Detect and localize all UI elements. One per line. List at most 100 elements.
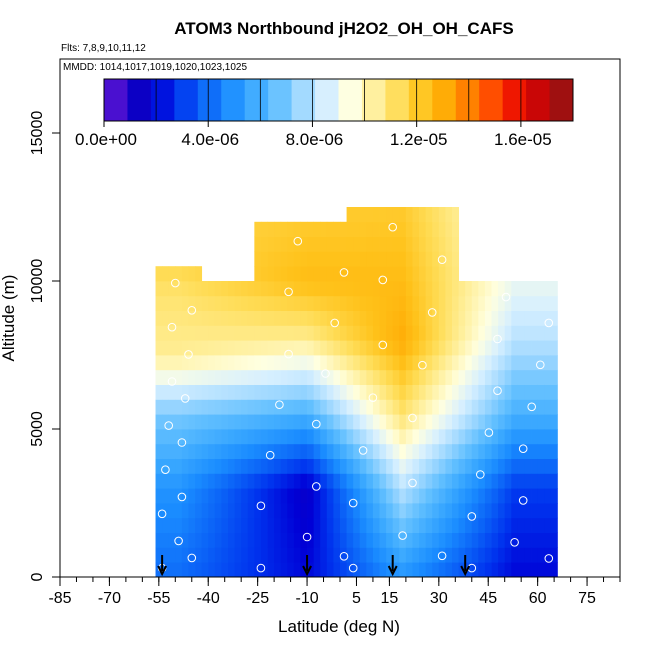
heatmap-cell [326, 547, 334, 563]
observation-point [536, 360, 545, 370]
heatmap-cell [175, 340, 183, 356]
heatmap-cell [484, 473, 492, 489]
heatmap-cell [181, 473, 189, 489]
heatmap-cell [353, 473, 361, 489]
heatmap-cell [524, 517, 532, 533]
observation-point [544, 318, 554, 328]
heatmap-cell [517, 414, 525, 430]
heatmap-cell [353, 414, 361, 430]
heatmap-cell [307, 221, 315, 237]
heatmap-cell [313, 517, 321, 533]
heatmap-cell [537, 562, 545, 578]
heatmap-cell [419, 414, 427, 430]
heatmap-cell [300, 532, 308, 548]
heatmap-cell [399, 251, 407, 267]
heatmap-cell [399, 562, 407, 578]
heatmap-cell [313, 236, 321, 252]
heatmap-cell [307, 355, 315, 371]
heatmap-cell [432, 355, 440, 371]
heatmap-cell [346, 236, 354, 252]
heatmap-cell [544, 310, 552, 326]
heatmap-cell [208, 325, 216, 341]
heatmap-cell [372, 325, 380, 341]
heatmap-cell [438, 325, 446, 341]
heatmap-cell [320, 281, 328, 297]
observation-point [493, 334, 502, 344]
heatmap-cell [438, 340, 446, 356]
heatmap-cell [307, 429, 315, 445]
heatmap-cell [452, 517, 459, 533]
colorbar: 0.0e+00 4.0e-06 8.0e-06 1.2e-05 1.6e-05 [75, 78, 574, 149]
heatmap-cell [280, 281, 288, 297]
heatmap-cell [346, 458, 354, 474]
heatmap-cell [307, 281, 315, 297]
heatmap-cell [333, 443, 341, 459]
profile-arrow-head [302, 565, 312, 577]
heatmap-cell [504, 503, 512, 519]
heatmap-cell [438, 281, 446, 297]
heatmap-cell [326, 473, 334, 489]
heatmap-cell [425, 325, 433, 341]
heatmap-cell [478, 547, 486, 563]
heatmap-cell [399, 532, 407, 548]
heatmap-cell [274, 414, 282, 430]
heatmap-cell [241, 281, 249, 297]
heatmap-cell [168, 325, 176, 341]
heatmap-cell [162, 325, 170, 341]
heatmap-cell [188, 429, 196, 445]
y-axis-label: Altitude (m) [0, 275, 18, 362]
colorbar-frame [103, 78, 574, 122]
heatmap-cell [432, 221, 440, 237]
heatmap-cell [287, 369, 295, 385]
heatmap-cell [340, 325, 347, 341]
heatmap-cell [346, 355, 354, 371]
observation-point [437, 255, 447, 265]
heatmap-cell [307, 443, 315, 459]
heatmap-cell [504, 488, 512, 504]
heatmap-cell [267, 236, 275, 252]
heatmap-cell [320, 532, 328, 548]
heatmap-cell [471, 369, 479, 385]
heatmap-cell [425, 207, 433, 223]
heatmap-cell [195, 547, 203, 563]
heatmap-cell [280, 414, 288, 430]
heatmap-cell [333, 384, 341, 400]
heatmap-cell [181, 399, 189, 415]
heatmap-cell [293, 295, 301, 311]
heatmap-cell [195, 369, 203, 385]
heatmap-cell [504, 340, 512, 356]
observation-point [330, 318, 340, 328]
heatmap-cell [181, 369, 189, 385]
heatmap-cell [313, 281, 321, 297]
heatmap-cell [260, 399, 268, 415]
heatmap-cell [168, 443, 176, 459]
heatmap-cell [168, 532, 176, 548]
heatmap-cell [260, 517, 268, 533]
heatmap-cell [405, 429, 413, 445]
heatmap-cell [155, 355, 163, 371]
heatmap-cell [307, 325, 315, 341]
heatmap-cell [346, 221, 354, 237]
heatmap-cell [511, 532, 519, 548]
heatmap-cell [175, 517, 183, 533]
heatmap-cell [405, 458, 413, 474]
heatmap-cell [458, 281, 466, 297]
heatmap-cell [168, 340, 176, 356]
heatmap-cell [234, 414, 242, 430]
heatmap-cell [287, 266, 295, 282]
heatmap-cell [346, 473, 354, 489]
heatmap-cell [300, 384, 308, 400]
heatmap-cell [366, 488, 374, 504]
heatmap-cell [221, 369, 229, 385]
heatmap-cell [247, 325, 255, 341]
heatmap-cell [432, 517, 440, 533]
dates-note: MMDD: 1014,1017,1019,1020,1023,1025 [63, 62, 247, 73]
y-tick-label: 5000 [29, 411, 46, 447]
heatmap-cell [300, 325, 308, 341]
heatmap-cell [425, 221, 433, 237]
heatmap-cell [168, 503, 176, 519]
heatmap-cell [419, 325, 427, 341]
heatmap-cell [452, 325, 459, 341]
heatmap-cell [241, 503, 249, 519]
heatmap-cell [452, 473, 459, 489]
